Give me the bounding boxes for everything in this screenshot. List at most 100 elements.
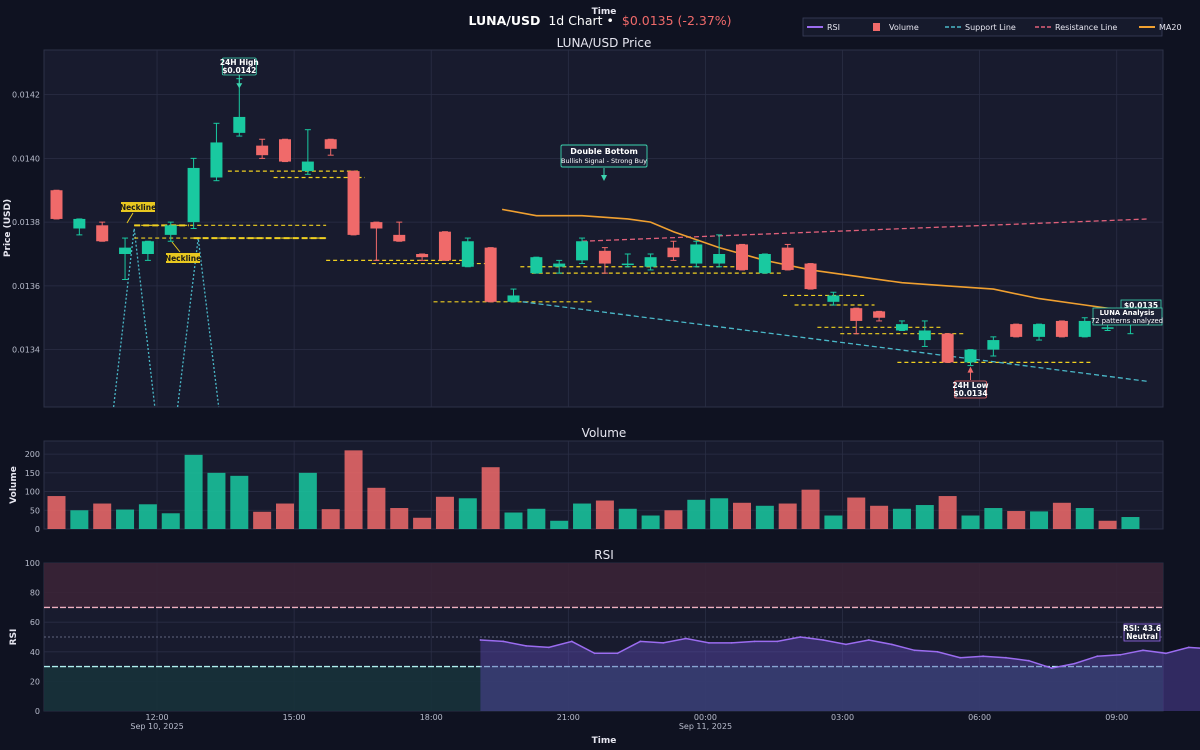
volume-tick-label-3: 150	[25, 469, 40, 478]
volume-bar-17	[435, 496, 454, 529]
rsi-point-18	[890, 643, 893, 646]
rsi-point-4	[570, 640, 573, 643]
legend-label-ma: MA20	[1159, 23, 1182, 32]
rsi-value-title: RSI: 43.6	[1123, 624, 1161, 633]
support-line	[522, 301, 1149, 383]
candle-body-6	[187, 167, 200, 223]
x-tick-label-0: 12:00	[146, 713, 169, 722]
rsi-value-status: Neutral	[1126, 632, 1158, 641]
rsi-oversold-zone	[44, 666, 1163, 711]
candle-body-45	[1078, 320, 1091, 337]
volume-bar-8	[230, 475, 249, 529]
x-tick-label-2: 18:00	[420, 713, 443, 722]
neckline-label-a-arrow	[126, 212, 134, 224]
volume-tick-label-4: 200	[25, 450, 40, 459]
rsi-point-29	[1142, 649, 1144, 652]
rsi-point-23	[1005, 656, 1007, 659]
low-annotation-arrowhead	[967, 366, 974, 373]
candle-body-30	[736, 244, 748, 270]
rsi-point-15	[822, 639, 824, 641]
volume-bar-39	[938, 496, 957, 529]
volume-bar-19	[481, 467, 500, 529]
candle-body-41	[987, 340, 1000, 350]
candle-body-28	[690, 244, 703, 264]
volume-bar-28	[687, 499, 706, 529]
volume-bar-43	[1030, 511, 1049, 529]
high-annotation-title: 24H High	[220, 58, 259, 67]
volume-bar-26	[641, 515, 660, 529]
x-tick-label-1: 15:00	[283, 713, 306, 722]
volume-bar-10	[276, 503, 294, 529]
volume-bar-11	[298, 472, 317, 529]
volume-tick-label-1: 50	[30, 506, 40, 515]
analysis-box-frame	[1092, 307, 1163, 326]
neckline-label-b-arrow	[171, 241, 181, 253]
legend-item-volume: Volume	[873, 23, 919, 32]
x-tick-sublabel-0: Sep 10, 2025	[130, 722, 183, 731]
candle-body-24	[598, 250, 611, 264]
candle-body-42	[1010, 324, 1023, 337]
rsi-point-20	[936, 650, 939, 653]
low-annotation: 24H Low $0.0134	[952, 366, 989, 399]
rsi-tick-label-2: 40	[30, 648, 40, 657]
low-annotation-title: 24H Low	[952, 381, 988, 390]
volume-bar-24	[595, 500, 614, 529]
candle-body-36	[873, 311, 886, 318]
volume-bar-21	[527, 508, 546, 529]
rsi-point-7	[639, 640, 642, 643]
rsi-area-fill	[480, 637, 1200, 711]
candle-body-37	[895, 324, 908, 331]
x-tick-label-7: 09:00	[1105, 713, 1128, 722]
double-bottom-annotation: Double Bottom Bullish Signal - Strong Bu…	[560, 144, 648, 181]
volume-bar-46	[1098, 520, 1117, 529]
price-panel	[43, 49, 1164, 408]
volume-bar-38	[915, 505, 934, 529]
volume-bar-12	[321, 509, 340, 529]
resistance-line	[582, 218, 1149, 242]
volume-bar-4	[138, 504, 157, 529]
volume-bar-36	[870, 505, 889, 529]
rsi-point-9	[685, 637, 687, 640]
candle-body-8	[233, 116, 246, 133]
legend-item-ma: MA20	[1139, 23, 1182, 32]
volume-bar-1	[70, 510, 89, 529]
candle-body-44	[1055, 320, 1068, 337]
rsi-tick-label-0: 0	[35, 707, 40, 716]
x-tick-label-3: 21:00	[557, 713, 580, 722]
candle-body-15	[393, 234, 406, 242]
candle-body-14	[370, 222, 383, 229]
legend-label-rsi: RSI	[827, 23, 840, 32]
volume-bar-23	[573, 503, 592, 529]
candle-body-46	[1101, 327, 1114, 329]
analysis-box: LUNA Analysis 72 patterns analyzed	[1091, 307, 1163, 326]
high-annotation-value: $0.0142	[222, 66, 256, 75]
legend-label-volume: Volume	[889, 23, 919, 32]
volume-bar-30	[733, 502, 751, 529]
header-timeframe: 1d Chart •	[548, 13, 614, 28]
candle-body-9	[256, 145, 269, 156]
rsi-axis-label: RSI	[9, 629, 19, 646]
rsi-point-31	[1187, 646, 1190, 649]
legend-item-resistance: Resistance Line	[1035, 23, 1117, 32]
candle-body-21	[530, 257, 543, 274]
legend-label-resistance: Resistance Line	[1055, 23, 1117, 32]
x-tick-label-6: 06:00	[968, 713, 991, 722]
volume-bar-32	[778, 503, 797, 529]
volume-bar-20	[504, 512, 523, 529]
volume-bar-6	[184, 454, 203, 529]
candle-body-29	[713, 254, 726, 264]
double-bottom-arrowhead	[601, 175, 607, 181]
x-tick-label-5: 03:00	[831, 713, 854, 722]
price-axis-label: Price (USD)	[3, 199, 13, 257]
rsi-point-16	[845, 643, 847, 646]
rsi-point-13	[776, 640, 779, 643]
rsi-point-19	[913, 649, 916, 652]
candle-body-5	[164, 225, 177, 235]
volume-bar-34	[824, 515, 843, 529]
rsi-point-3	[548, 646, 550, 649]
rsi-point-17	[867, 639, 870, 641]
neckline-label-b-text: Neckline	[165, 254, 201, 263]
volume-bar-44	[1052, 502, 1071, 529]
rsi-point-8	[662, 642, 665, 644]
rsi-line	[480, 636, 1200, 669]
